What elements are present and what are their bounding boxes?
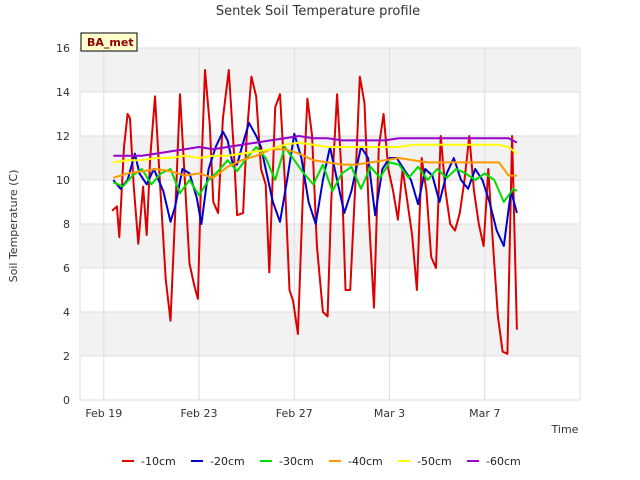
chart-title: Sentek Soil Temperature profile <box>216 4 420 19</box>
legend-label: -10cm <box>141 455 176 468</box>
y-tick-label: 6 <box>63 262 70 275</box>
series-line <box>113 135 518 157</box>
legend-label: -20cm <box>210 455 245 468</box>
site-tag-label: BA_met <box>87 36 134 49</box>
site-tag: BA_met <box>80 32 138 52</box>
x-tick-label: Feb 27 <box>276 407 313 420</box>
y-tick-label: 12 <box>56 130 70 143</box>
series-line <box>111 69 518 355</box>
x-axis-ticks: Feb 19 Feb 23 Feb 27 Mar 3 Mar 7 <box>85 407 500 420</box>
x-tick-label: Feb 23 <box>181 407 218 420</box>
plot-band <box>80 312 580 356</box>
series-line <box>113 141 518 164</box>
legend: -10cm -20cm -30cm -40cm -50cm -60cm <box>122 455 521 468</box>
plot-band <box>80 48 580 92</box>
y-tick-label: 4 <box>63 306 70 319</box>
series-line <box>113 148 517 179</box>
series-line <box>112 146 518 203</box>
y-tick-label: 0 <box>63 394 70 407</box>
grid-lines <box>80 47 580 401</box>
site-tag-box <box>80 32 138 52</box>
series-lines <box>111 69 518 355</box>
legend-label: -40cm <box>348 455 383 468</box>
y-axis-ticks: 0 2 4 6 8 10 12 14 16 <box>56 42 70 407</box>
y-tick-label: 14 <box>56 86 70 99</box>
legend-label: -50cm <box>417 455 452 468</box>
y-axis-title: Soil Temperature (C) <box>7 170 20 283</box>
x-tick-label: Mar 3 <box>374 407 405 420</box>
x-tick-label: Feb 19 <box>85 407 122 420</box>
y-tick-label: 8 <box>63 218 70 231</box>
y-tick-label: 2 <box>63 350 70 363</box>
x-tick-label: Mar 7 <box>469 407 500 420</box>
legend-label: -30cm <box>279 455 314 468</box>
y-tick-label: 16 <box>56 42 70 55</box>
y-tick-label: 10 <box>56 174 70 187</box>
x-axis-title: Time <box>551 423 579 436</box>
legend-label: -60cm <box>486 455 521 468</box>
